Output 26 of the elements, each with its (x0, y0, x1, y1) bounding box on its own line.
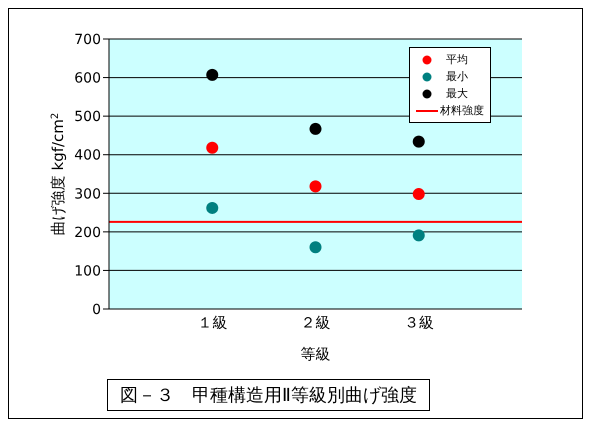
legend-label: 最小 (446, 69, 468, 84)
point (206, 142, 218, 154)
point (310, 180, 322, 192)
y-tick-label: 700 (74, 32, 101, 48)
legend-label: 材料強度 (440, 103, 484, 118)
legend-label: 最大 (446, 86, 468, 101)
y-tick-label: 400 (74, 148, 101, 164)
y-tick-label: 500 (74, 109, 101, 126)
y-tick-label: 200 (74, 224, 101, 241)
text: 図－３ 甲種構造用Ⅱ等級別曲げ強度 (107, 379, 430, 411)
y-tick-label: 600 (74, 70, 101, 87)
y-tick-label: 300 (74, 186, 101, 202)
x-tick-label: ２級 (300, 314, 330, 332)
point (412, 136, 425, 148)
x-axis-title: 等級 (300, 345, 330, 363)
point (412, 229, 425, 242)
y-tick-label: 0 (92, 302, 101, 318)
point (206, 68, 218, 81)
x-tick-label: ３級 (404, 314, 434, 332)
y-tick-label: 100 (74, 263, 101, 280)
point (310, 241, 322, 254)
legend-label: 平均 (446, 52, 468, 67)
point (310, 122, 322, 135)
point (206, 202, 218, 214)
x-tick-label: １級 (197, 314, 228, 332)
point (412, 188, 425, 200)
